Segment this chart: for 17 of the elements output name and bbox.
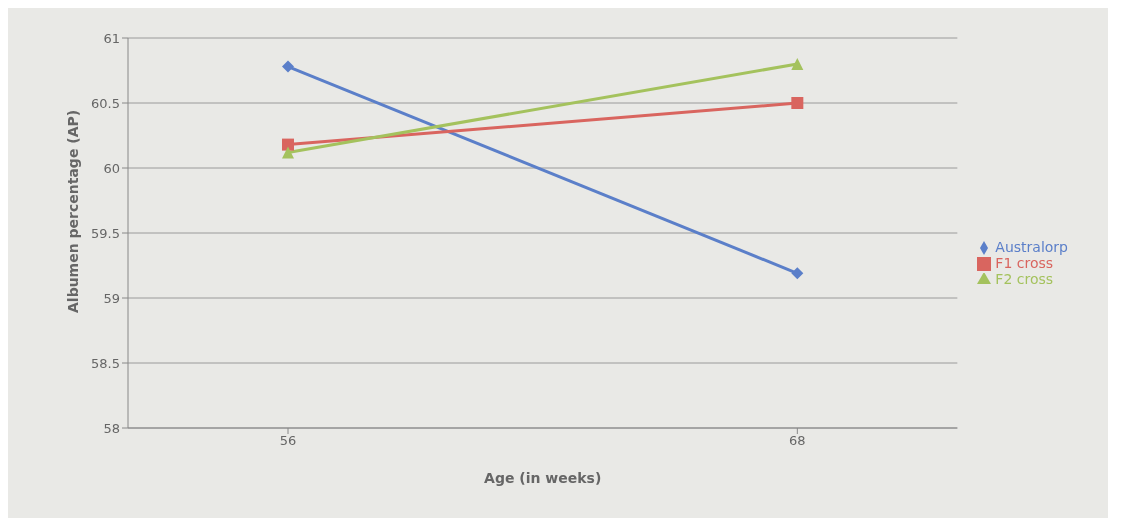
legend-label: F2 cross: [995, 271, 1054, 287]
y-tick-label: 60.5: [91, 95, 120, 111]
y-tick-label: 58.5: [91, 355, 120, 371]
point: [282, 60, 294, 73]
x-tick-label: 56: [279, 433, 297, 449]
point: [791, 97, 804, 109]
y-tick-label: 58: [103, 420, 120, 436]
y-axis-title: Albumen percentage (AP): [64, 109, 81, 313]
y-tick-label: 59: [103, 290, 120, 306]
y-tick-label: 60: [103, 160, 120, 176]
x-axis-title: Age (in weeks): [484, 470, 602, 486]
x-tick-label: 68: [789, 433, 806, 449]
y-tick-label: 61: [103, 30, 120, 46]
legend-label: F1 cross: [995, 255, 1054, 271]
point: [791, 267, 804, 280]
y-tick-label: 59.5: [91, 225, 120, 241]
legend-label: Australorp: [995, 239, 1068, 255]
